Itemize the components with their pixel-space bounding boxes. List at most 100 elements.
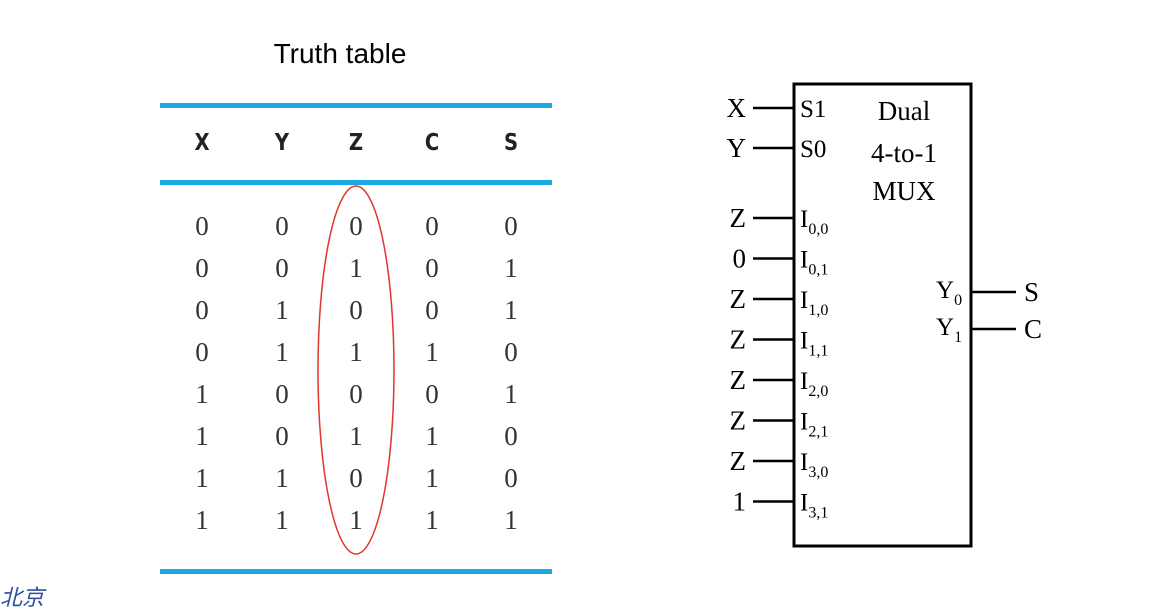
table-cell: 1 <box>349 253 363 283</box>
table-cell: 0 <box>425 253 439 283</box>
data-input-pin-label: I3,1 <box>800 490 828 522</box>
table-cell: 0 <box>504 211 518 241</box>
output-pin-label-subscript: 1 <box>954 329 962 346</box>
data-input-pin-label-base: I <box>800 328 808 355</box>
output-pin-label-base: Y <box>936 314 954 341</box>
mux-title-line: MUX <box>872 176 936 206</box>
table-cell: 0 <box>504 421 518 451</box>
select-pin-label: S0 <box>800 136 826 163</box>
data-input-signal-label: Z <box>730 284 747 314</box>
logo: 北京 <box>0 586 45 611</box>
data-input-pin-label-subscript: 1,1 <box>808 343 828 360</box>
select-signal-label: X <box>727 93 747 123</box>
table-cell: 0 <box>504 337 518 367</box>
data-input-signal-label: Z <box>730 325 747 355</box>
table-cell: 1 <box>195 379 209 409</box>
table-cell: 1 <box>504 379 518 409</box>
table-cell: 0 <box>504 463 518 493</box>
table-cell: 0 <box>275 421 289 451</box>
table-cell: 0 <box>425 211 439 241</box>
select-signal-label: Y <box>727 133 747 163</box>
data-input-pin-label-base: I <box>800 449 808 476</box>
data-input-pin-label-base: I <box>800 206 808 233</box>
output-signal-label: C <box>1024 314 1042 344</box>
column-header-x: X <box>194 130 210 156</box>
table-cell: 1 <box>275 463 289 493</box>
table-cell: 1 <box>504 295 518 325</box>
mux-select-inputs: X S1 Y S0 <box>727 93 827 163</box>
table-cell: 1 <box>425 463 439 493</box>
data-input-signal-label: 0 <box>733 244 747 274</box>
output-pin-label-subscript: 0 <box>954 292 962 309</box>
data-input-pin-label-subscript: 0,1 <box>808 262 828 279</box>
data-input-pin-label: I0,0 <box>800 206 828 238</box>
table-cell: 0 <box>195 253 209 283</box>
table-cell: 1 <box>425 421 439 451</box>
mux-data-inputs: Z I0,00 I0,1Z I1,0Z I1,1Z I2,0Z I2,1Z I3,01 I3,1 <box>730 203 829 522</box>
table-cell: 1 <box>504 505 518 535</box>
data-input-pin-label-base: I <box>800 368 808 395</box>
table-cell: 1 <box>349 421 363 451</box>
table-cell: 0 <box>275 379 289 409</box>
table-cell: 0 <box>195 295 209 325</box>
output-pin-label-base: Y <box>936 277 954 304</box>
column-header-c: C <box>424 130 440 156</box>
data-input-signal-label: Z <box>730 203 747 233</box>
table-cell: 1 <box>504 253 518 283</box>
data-input-pin-label-subscript: 1,0 <box>808 302 828 319</box>
data-input-pin-label: I0,1 <box>800 247 828 279</box>
data-input-pin-label-subscript: 0,0 <box>808 221 828 238</box>
column-header-y: Y <box>274 130 290 156</box>
data-input-pin-label-base: I <box>800 490 808 517</box>
select-pin-label: S1 <box>800 96 826 123</box>
data-input-pin-label-subscript: 2,1 <box>808 424 828 441</box>
table-cell: 1 <box>425 505 439 535</box>
data-input-pin-label-subscript: 3,1 <box>808 505 828 522</box>
table-cell: 1 <box>349 337 363 367</box>
truth-table-title: Truth table <box>273 38 407 69</box>
mux-title-line: 4-to-1 <box>871 138 937 168</box>
table-cell: 0 <box>275 253 289 283</box>
z-column-highlight <box>317 185 395 555</box>
data-input-signal-label: 1 <box>733 487 747 517</box>
table-cell: 1 <box>195 463 209 493</box>
table-cell: 0 <box>275 211 289 241</box>
table-cell: 1 <box>275 505 289 535</box>
mux-title: Dual 4-to-1 MUX <box>871 96 937 206</box>
table-bottom-rule <box>160 569 552 574</box>
data-input-pin-label-base: I <box>800 409 808 436</box>
table-cell: 1 <box>195 505 209 535</box>
output-pin-label: Y0 <box>936 277 962 309</box>
table-cell: 0 <box>195 211 209 241</box>
table-cell: 1 <box>425 337 439 367</box>
data-input-pin-label: I1,1 <box>800 328 828 360</box>
data-input-pin-label-base: I <box>800 247 808 274</box>
table-cell: 0 <box>425 295 439 325</box>
data-input-signal-label: Z <box>730 446 747 476</box>
mux-title-line: Dual <box>878 96 930 126</box>
table-cell: 1 <box>275 295 289 325</box>
data-input-pin-label-subscript: 2,0 <box>808 383 828 400</box>
table-cell: 1 <box>349 505 363 535</box>
table-top-rule <box>160 103 552 108</box>
data-input-pin-label: I3,0 <box>800 449 828 481</box>
data-input-pin-label-subscript: 3,0 <box>808 464 828 481</box>
table-header-rule <box>160 180 552 185</box>
table-cell: 0 <box>195 337 209 367</box>
table-cell: 1 <box>195 421 209 451</box>
table-cell: 1 <box>275 337 289 367</box>
mux-box <box>792 82 973 548</box>
data-input-signal-label: Z <box>730 365 747 395</box>
table-cell: 0 <box>425 379 439 409</box>
table-cell: 0 <box>349 379 363 409</box>
output-signal-label: S <box>1024 277 1039 307</box>
data-input-pin-label: I1,0 <box>800 287 828 319</box>
output-pin-label: Y1 <box>936 314 962 346</box>
column-header-s: S <box>503 130 519 156</box>
data-input-pin-label: I2,0 <box>800 368 828 400</box>
table-cell: 0 <box>349 211 363 241</box>
mux-outputs: Y0 SY1 C <box>936 277 1042 346</box>
column-header-z: Z <box>348 130 364 156</box>
data-input-signal-label: Z <box>730 406 747 436</box>
